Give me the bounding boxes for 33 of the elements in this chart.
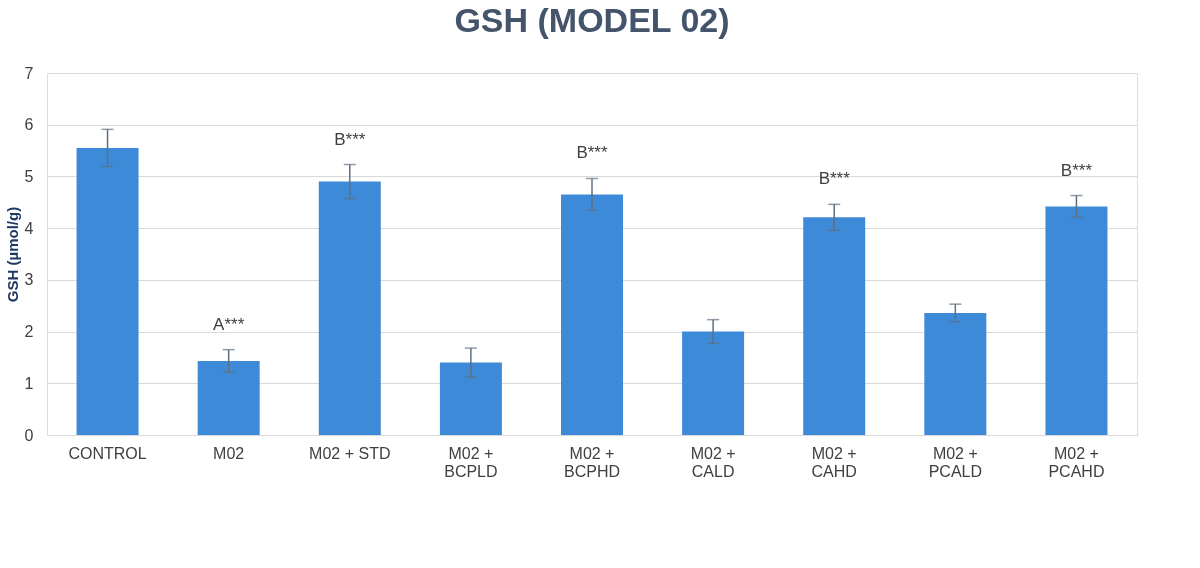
annotation: B*** bbox=[818, 169, 851, 189]
annotation: A*** bbox=[213, 314, 245, 334]
x-tick-label: M02 + CALD bbox=[690, 444, 736, 480]
x-tick-label: M02 + PCALD bbox=[928, 444, 983, 480]
bar bbox=[924, 312, 987, 435]
x-tick-label: M02 + STD bbox=[309, 444, 391, 462]
x-tick-label: M02 + BCPHD bbox=[563, 444, 621, 480]
x-tick-label: CONTROL bbox=[68, 444, 147, 462]
y-tick-label: 2 bbox=[24, 323, 34, 341]
y-tick-label: 1 bbox=[24, 374, 34, 392]
y-tick-label: 3 bbox=[24, 271, 34, 289]
x-tick-label: M02 + PCAHD bbox=[1048, 444, 1105, 480]
x-tick-label: M02 + BCPLD bbox=[444, 444, 498, 480]
y-tick-label: 0 bbox=[24, 426, 34, 444]
bar bbox=[1045, 206, 1108, 435]
bar bbox=[76, 147, 139, 435]
bar bbox=[318, 181, 381, 435]
bar bbox=[439, 362, 502, 435]
x-tick-label: M02 bbox=[213, 444, 245, 462]
y-tick-label: 4 bbox=[24, 219, 34, 237]
y-axis-title: GSH (µmol/g) bbox=[3, 206, 21, 303]
bar bbox=[803, 217, 866, 435]
bar bbox=[682, 331, 745, 435]
annotation: B*** bbox=[1060, 160, 1093, 180]
annotation: B*** bbox=[334, 129, 366, 149]
chart-title: GSH (MODEL 02) bbox=[454, 1, 730, 39]
bar bbox=[197, 361, 260, 435]
y-tick-label: 5 bbox=[24, 167, 34, 185]
y-tick-label: 6 bbox=[24, 116, 34, 134]
bar bbox=[561, 194, 623, 435]
y-tick-label: 7 bbox=[24, 64, 34, 82]
annotation: B*** bbox=[576, 143, 608, 163]
x-tick-label: M02 + CAHD bbox=[811, 444, 857, 480]
